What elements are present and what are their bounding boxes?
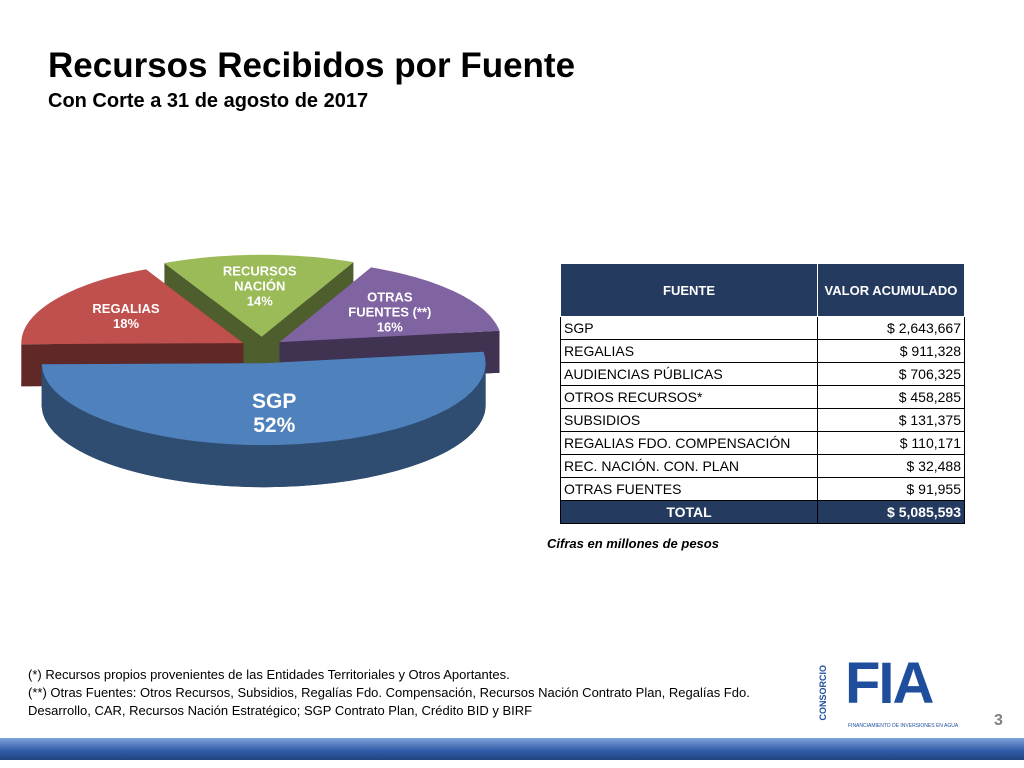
- header-cell: VALOR ACUMULADO: [817, 263, 965, 317]
- slice-label: SGP 52%: [224, 390, 324, 438]
- header-row: FUENTE VALOR ACUMULADO: [560, 263, 965, 317]
- footer-bar: [0, 738, 1024, 760]
- slice-side: [41, 363, 486, 488]
- table-cell: $ 110,171: [817, 431, 965, 455]
- logo-side: CONSORCIO: [818, 665, 828, 721]
- data-table: FUENTE VALOR ACUMULADO SGP $ 2,643,667 REGAL…: [560, 263, 965, 524]
- table-cell: $ 706,325: [817, 362, 965, 386]
- footnote: (*) Recursos propios provenientes de las…: [28, 667, 510, 682]
- slice: [41, 351, 486, 446]
- table-cell: OTROS RECURSOS*: [560, 385, 818, 409]
- table-row: REC. NACIÓN. CON. PLAN $ 32,488: [560, 454, 965, 478]
- pie-svg: [21, 254, 500, 488]
- subtitle: Con Corte a 31 de agosto de 2017: [48, 90, 369, 112]
- total-label: TOTAL: [560, 500, 818, 524]
- slice-value: 16%: [376, 319, 403, 335]
- table-cell: $ 91,955: [817, 477, 965, 501]
- footnotes: (*) Recursos propios provenientes de las…: [28, 666, 798, 720]
- table-row: AUDIENCIAS PÚBLICAS $ 706,325: [560, 362, 965, 386]
- footnote: (**) Otras Fuentes: Otros Recursos, Subs…: [28, 685, 750, 718]
- slice: [164, 254, 354, 337]
- title: Recursos Recibidos por Fuente: [48, 46, 576, 85]
- slice-value: 18%: [113, 316, 140, 332]
- slice-value: 14%: [246, 293, 273, 309]
- slice-label: OTRAS FUENTES (**) 16%: [340, 289, 440, 334]
- header-cell: FUENTE: [560, 263, 818, 317]
- table-cell: $ 911,328: [817, 339, 965, 363]
- logo-name: FIA: [845, 651, 934, 716]
- table-cell: $ 32,488: [817, 454, 965, 478]
- slice-label: REGALIAS 18%: [76, 301, 176, 331]
- table-cell: $ 131,375: [817, 408, 965, 432]
- table-row: REGALIAS $ 911,328: [560, 339, 965, 363]
- total-row: TOTAL $ 5,085,593: [560, 500, 965, 524]
- table-cell: REGALIAS FDO. COMPENSACIÓN: [560, 431, 818, 455]
- table-row: SGP $ 2,643,667: [560, 316, 965, 340]
- table-row: REGALIAS FDO. COMPENSACIÓN $ 110,171: [560, 431, 965, 455]
- slice-category: SGP: [252, 389, 297, 413]
- table-cell: REGALIAS: [560, 339, 818, 363]
- table-note: Cifras en millones de pesos: [547, 536, 719, 551]
- table-cell: AUDIENCIAS PÚBLICAS: [560, 362, 818, 386]
- slice: [279, 267, 500, 343]
- table-cell: SUBSIDIOS: [560, 408, 818, 432]
- slice-category: OTRAS FUENTES (**): [348, 289, 432, 320]
- table-cell: $ 458,285: [817, 385, 965, 409]
- pie-chart: RECURSOS NACIÓN 14% OTRAS FUENTES (**) 16% R…: [0, 200, 540, 540]
- table-cell: OTRAS FUENTES: [560, 477, 818, 501]
- slice-label: RECURSOS NACIÓN 14%: [210, 263, 310, 308]
- page-number: 3: [994, 712, 1003, 729]
- table-cell: $ 2,643,667: [817, 316, 965, 340]
- table-cell: REC. NACIÓN. CON. PLAN: [560, 454, 818, 478]
- slice: [21, 269, 244, 345]
- slice-value: 52%: [253, 413, 296, 437]
- table-cell: SGP: [560, 316, 818, 340]
- table-row: OTRAS FUENTES $ 91,955: [560, 477, 965, 501]
- table-row: SUBSIDIOS $ 131,375: [560, 408, 965, 432]
- logo-tagline: FINANCIAMIENTO DE INVERSIONES EN AGUA: [848, 723, 959, 729]
- slice-category: REGALIAS: [92, 301, 160, 317]
- slice-category: RECURSOS NACIÓN: [222, 263, 297, 294]
- total-value: $ 5,085,593: [817, 500, 965, 524]
- table-row: OTROS RECURSOS* $ 458,285: [560, 385, 965, 409]
